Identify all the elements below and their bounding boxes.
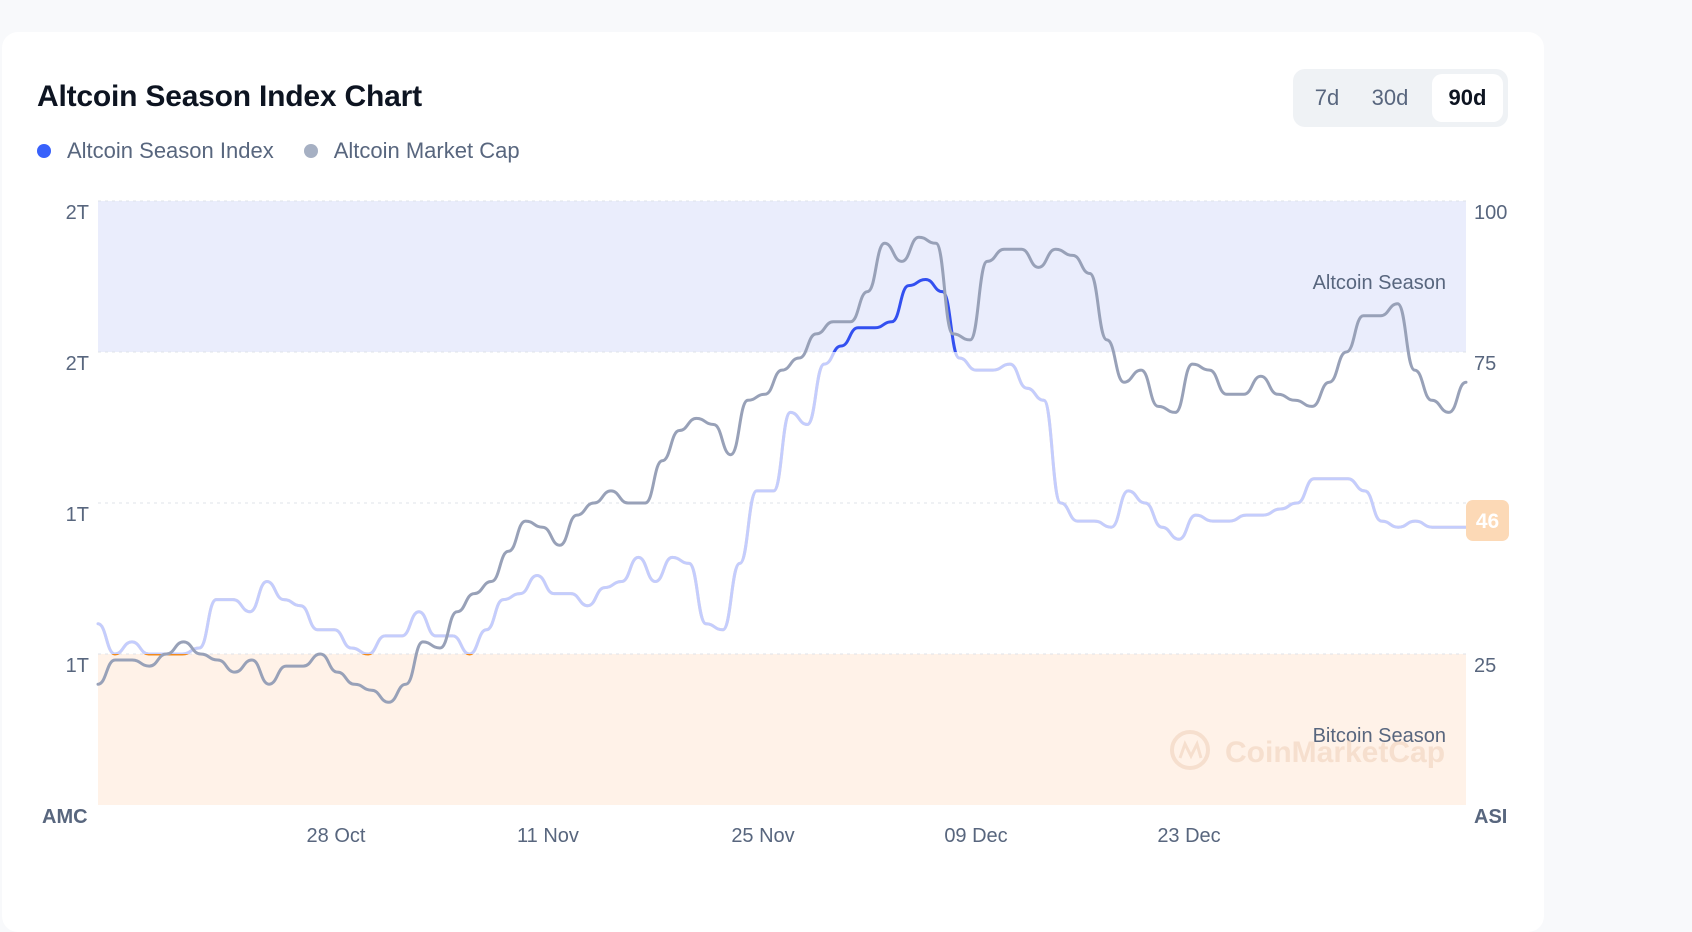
altcoin-season-label: Altcoin Season bbox=[1313, 272, 1446, 294]
left-tick-label: 2T bbox=[66, 353, 89, 375]
range-90d-button[interactable]: 90d bbox=[1432, 74, 1503, 122]
chart-legend: Altcoin Season Index Altcoin Market Cap bbox=[37, 138, 520, 164]
altcoin-market-cap-line bbox=[96, 235, 1468, 704]
bitcoin-season-label: Bitcoin Season bbox=[1313, 725, 1446, 747]
legend-item-index[interactable]: Altcoin Season Index bbox=[37, 138, 274, 164]
x-tick-label: 28 Oct bbox=[307, 825, 366, 847]
right-axis-label: ASI bbox=[1474, 806, 1507, 828]
left-tick-label: 2T bbox=[66, 202, 89, 224]
series-layer bbox=[96, 235, 1468, 704]
legend-dot-market-cap bbox=[303, 144, 318, 158]
current-value-badge: 46 bbox=[1466, 500, 1509, 541]
current-value-badge-bg bbox=[1466, 500, 1509, 541]
chart-title: Altcoin Season Index Chart bbox=[37, 80, 422, 113]
x-tick-label: 23 Dec bbox=[1157, 825, 1220, 847]
left-axis-ticks: 2T 2T 1T 1T bbox=[66, 202, 89, 677]
bitcoin-season-zone bbox=[98, 654, 1466, 805]
watermark-text: CoinMarketCap bbox=[1225, 736, 1445, 769]
legend-label-index: Altcoin Season Index bbox=[67, 138, 274, 163]
legend-label-market-cap: Altcoin Market Cap bbox=[333, 138, 520, 163]
right-tick-label: 75 bbox=[1474, 353, 1496, 375]
x-tick-label: 25 Nov bbox=[731, 825, 794, 847]
left-tick-label: 1T bbox=[66, 504, 89, 526]
x-tick-label: 09 Dec bbox=[944, 825, 1007, 847]
right-tick-label: 25 bbox=[1474, 655, 1496, 677]
altcoin-season-index-line-neutral bbox=[96, 352, 1468, 654]
watermark-logo: CoinMarketCap bbox=[1170, 730, 1445, 770]
coinmarketcap-logo-mark bbox=[1178, 739, 1203, 760]
legend-item-market-cap[interactable]: Altcoin Market Cap bbox=[303, 138, 520, 164]
left-axis-label: AMC bbox=[42, 806, 88, 828]
range-7d-button[interactable]: 7d bbox=[1314, 85, 1340, 110]
x-axis-ticks: 28 Oct 11 Nov 25 Nov 09 Dec 23 Dec bbox=[307, 825, 1221, 847]
legend-dot-index bbox=[37, 144, 51, 158]
x-tick-label: 11 Nov bbox=[517, 825, 579, 847]
altcoin-season-zone bbox=[98, 201, 1466, 352]
left-tick-label: 1T bbox=[66, 655, 89, 677]
range-30d-button[interactable]: 30d bbox=[1371, 85, 1409, 110]
right-tick-label: 100 bbox=[1474, 202, 1507, 224]
coinmarketcap-logo-icon bbox=[1170, 730, 1210, 770]
time-range-selector: 7d 30d 90d bbox=[1293, 69, 1508, 127]
right-axis-ticks: 100 75 25 bbox=[1474, 202, 1507, 677]
current-value-text: 46 bbox=[1476, 510, 1499, 533]
